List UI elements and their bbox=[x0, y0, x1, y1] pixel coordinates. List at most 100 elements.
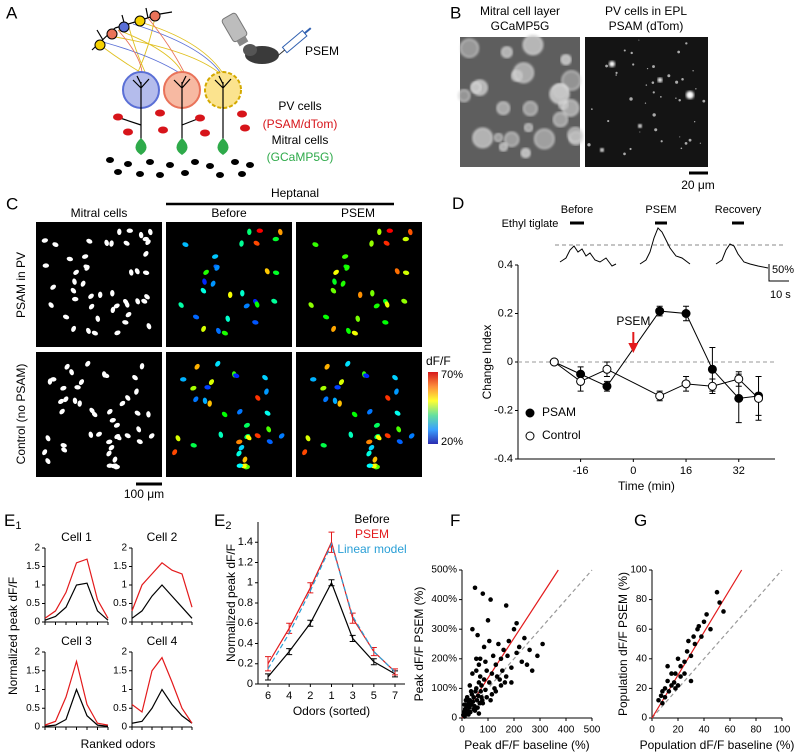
speckle bbox=[629, 97, 633, 101]
cell bbox=[148, 433, 155, 439]
series-line bbox=[267, 581, 396, 678]
cell bbox=[212, 254, 219, 259]
cell bbox=[266, 439, 273, 445]
marker bbox=[681, 309, 691, 318]
cell bbox=[136, 426, 142, 433]
cell bbox=[218, 431, 224, 438]
cell bbox=[146, 323, 152, 330]
y-tick-label: 0 bbox=[641, 713, 647, 724]
cell bbox=[113, 422, 120, 428]
cell bbox=[373, 303, 380, 309]
cell bbox=[66, 256, 73, 262]
cell bbox=[408, 433, 415, 439]
cell bbox=[345, 360, 351, 367]
cell bbox=[210, 280, 216, 287]
speckle bbox=[699, 142, 701, 144]
point bbox=[471, 694, 477, 700]
panel-label-main: F bbox=[450, 511, 460, 530]
marker bbox=[602, 381, 612, 391]
cell bbox=[323, 396, 329, 403]
cell bbox=[190, 443, 197, 448]
point bbox=[470, 626, 475, 632]
x-tick-label: 32 bbox=[733, 465, 745, 477]
cell bbox=[247, 228, 252, 236]
example-traces bbox=[555, 221, 789, 282]
soma bbox=[534, 128, 555, 150]
point bbox=[488, 697, 493, 703]
point bbox=[474, 656, 479, 662]
point bbox=[500, 668, 505, 673]
y-axis-title: Normalized peak dF/F bbox=[224, 544, 238, 662]
marker bbox=[576, 376, 586, 386]
cell-images bbox=[36, 222, 422, 477]
cell bbox=[95, 315, 101, 322]
y-tick-label: 0 bbox=[121, 722, 127, 733]
cell bbox=[252, 320, 259, 325]
y-tick-label: 0 bbox=[247, 678, 253, 690]
cell bbox=[358, 291, 363, 299]
point bbox=[464, 694, 470, 700]
speckle bbox=[615, 74, 617, 76]
y-tick-label: 0.5 bbox=[113, 598, 127, 609]
cell bbox=[240, 290, 245, 297]
point bbox=[509, 665, 514, 670]
cell bbox=[61, 447, 68, 453]
cell bbox=[333, 269, 339, 275]
y-tick-label: 2 bbox=[34, 543, 40, 554]
identity-line bbox=[651, 569, 783, 719]
cell-map bbox=[36, 352, 162, 477]
cell bbox=[355, 315, 361, 322]
y-tick-label: 1.5 bbox=[113, 561, 127, 572]
cell bbox=[143, 251, 149, 257]
cell bbox=[332, 278, 337, 285]
micrograph-features bbox=[457, 34, 706, 159]
x-axis-title: Time (min) bbox=[618, 479, 675, 493]
point bbox=[484, 694, 490, 700]
cell bbox=[110, 306, 116, 314]
error-bar bbox=[349, 612, 356, 624]
panel-label-main: E bbox=[4, 511, 15, 530]
cell bbox=[48, 302, 54, 308]
cell bbox=[344, 265, 350, 271]
cell bbox=[366, 439, 373, 445]
panel-label: E2 bbox=[214, 511, 231, 531]
cell bbox=[236, 450, 242, 457]
panel-label: E1 bbox=[4, 511, 21, 531]
point bbox=[717, 600, 722, 605]
cell bbox=[384, 301, 390, 308]
cell bbox=[253, 240, 260, 246]
cell bbox=[72, 296, 79, 302]
y-tick-label: 300% bbox=[431, 624, 457, 635]
cell bbox=[139, 363, 145, 370]
x-tick-label: 3 bbox=[350, 690, 356, 702]
cell bbox=[148, 228, 153, 236]
legend-text: Linear model bbox=[337, 542, 406, 556]
y-tick-label: 0 bbox=[34, 617, 40, 628]
cell bbox=[134, 388, 139, 395]
marker bbox=[707, 381, 717, 391]
cell bbox=[204, 385, 211, 390]
panel-label: A bbox=[6, 3, 18, 22]
pv-cell bbox=[600, 148, 604, 152]
cell bbox=[254, 433, 261, 439]
column-title: PSEM bbox=[341, 206, 375, 220]
pv-cell bbox=[638, 124, 642, 128]
soma bbox=[552, 112, 568, 128]
point bbox=[535, 653, 540, 659]
speckle bbox=[681, 78, 684, 81]
soma bbox=[493, 132, 504, 143]
cell-map bbox=[296, 222, 422, 347]
cell bbox=[238, 445, 245, 451]
cell bbox=[126, 228, 133, 233]
cell bbox=[108, 445, 115, 451]
y-tick-label: 0 bbox=[34, 722, 40, 733]
cell bbox=[106, 450, 112, 457]
y-tick-label: 0 bbox=[451, 713, 457, 724]
legend-text: PSAM bbox=[542, 405, 576, 419]
cell bbox=[107, 408, 113, 415]
cell bbox=[322, 314, 330, 320]
error-bar bbox=[349, 634, 356, 642]
cell bbox=[394, 388, 399, 395]
point bbox=[688, 678, 694, 684]
cell bbox=[193, 396, 199, 403]
